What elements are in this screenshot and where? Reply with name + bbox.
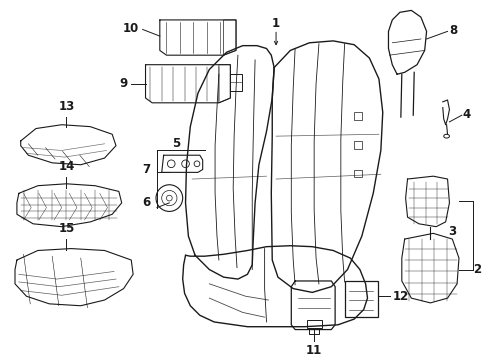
- Text: 5: 5: [172, 137, 180, 150]
- Text: 15: 15: [58, 222, 74, 235]
- Text: 13: 13: [58, 100, 74, 113]
- Text: 1: 1: [272, 17, 280, 30]
- Text: 7: 7: [142, 163, 150, 176]
- Text: 14: 14: [58, 160, 74, 173]
- Text: 3: 3: [448, 225, 456, 238]
- Bar: [344, 281, 378, 317]
- Bar: [354, 141, 362, 149]
- Bar: [307, 320, 322, 328]
- Text: 2: 2: [473, 263, 481, 276]
- Bar: [230, 74, 242, 91]
- Text: 10: 10: [122, 22, 139, 35]
- Text: 12: 12: [392, 290, 409, 303]
- Bar: [354, 170, 362, 177]
- Text: 8: 8: [449, 24, 458, 37]
- Bar: [354, 112, 362, 120]
- Text: 11: 11: [306, 344, 322, 357]
- Text: 6: 6: [142, 196, 150, 210]
- Text: 4: 4: [463, 108, 471, 121]
- Text: 9: 9: [119, 77, 127, 90]
